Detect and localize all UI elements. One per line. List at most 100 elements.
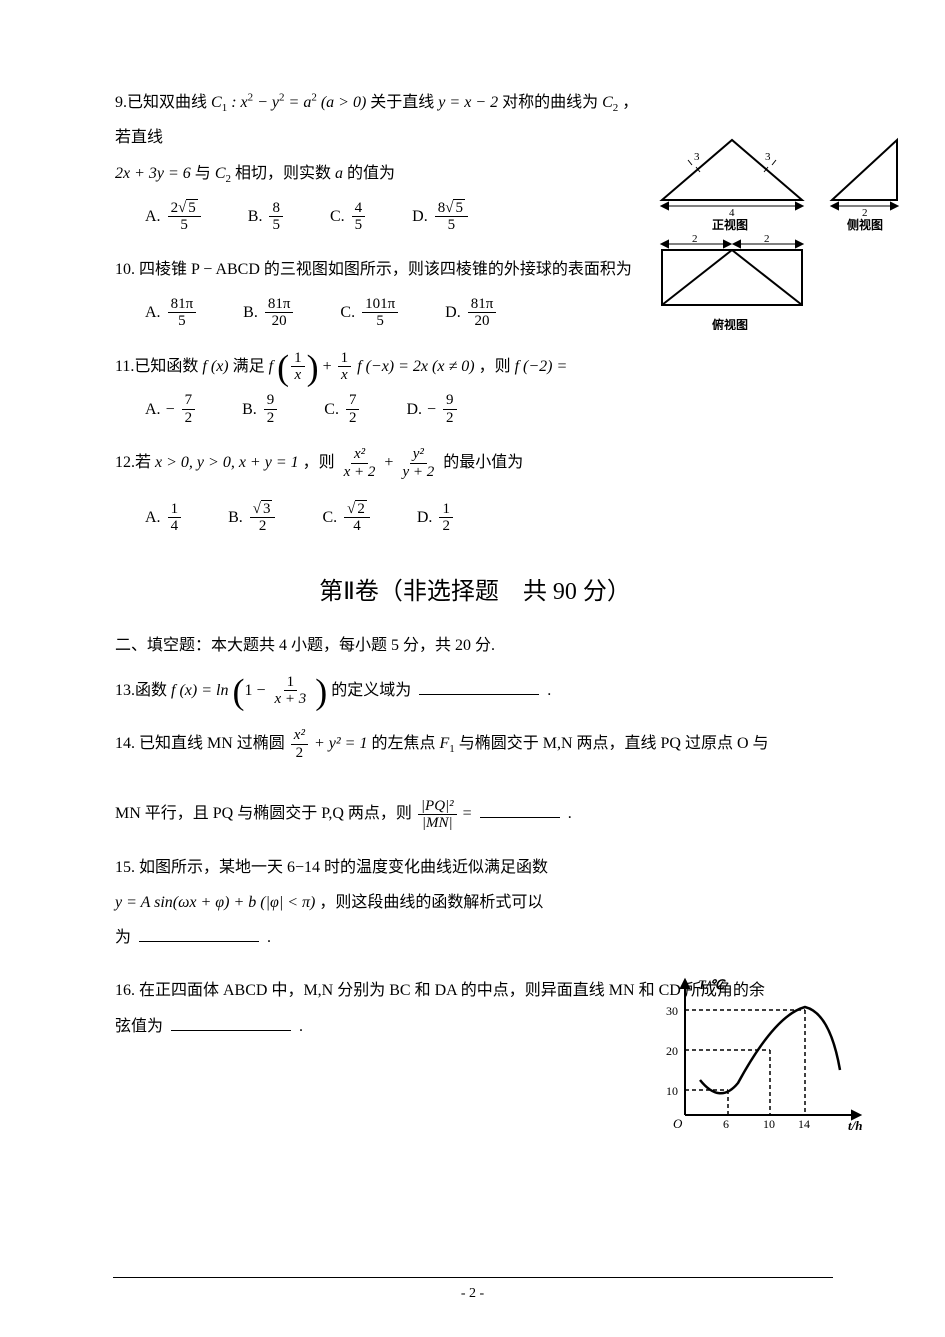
question-10: 10. 四棱锥 P − ABCD 的三视图如图所示，则该四棱锥的外接球的表面积为… xyxy=(115,252,645,330)
q12-cond: x > 0, y > 0, x + y = 1 xyxy=(155,454,299,471)
exam-page: 3 3 4 正视图 2 侧视图 xyxy=(0,0,945,1337)
q13-label: 13. xyxy=(115,682,135,699)
question-12: 12.若 x > 0, y > 0, x + y = 1 ，则 x²x + 2 … xyxy=(115,445,835,536)
q9-c2bsub: 2 xyxy=(225,173,231,185)
dim-2c: 2 xyxy=(764,233,770,245)
q14-f1sub: 1 xyxy=(449,743,455,755)
q14-eq: = xyxy=(463,805,476,822)
q12-option-b: B. √32 xyxy=(228,500,277,535)
y-10: 10 xyxy=(666,1084,678,1098)
page-footer: - 2 - xyxy=(0,1277,945,1302)
q15-line2: y = A sin(ωx + φ) + b (|φ| < π) xyxy=(115,894,315,911)
section-2-title: 第Ⅱ卷（非选择题 共 90 分） xyxy=(115,571,835,606)
q10-text: 四棱锥 P − ABCD 的三视图如图所示，则该四棱锥的外接球的表面积为 xyxy=(139,261,632,278)
q9-option-b: B. 85 xyxy=(248,199,285,234)
y-axis-label: T/℃ xyxy=(698,977,727,992)
q12-option-a: A. 14 xyxy=(145,500,183,535)
q10-option-d: D. 81π20 xyxy=(445,295,498,330)
q10-option-a: A. 81π5 xyxy=(145,295,198,330)
dim-2b: 2 xyxy=(692,233,698,245)
q13-end: . xyxy=(547,682,551,699)
q11-option-c: C. 72 xyxy=(324,392,361,427)
q15-p3: ，则这段曲线的函数解析式可以 xyxy=(319,894,543,911)
q16-p2: 弦值为 xyxy=(115,1018,163,1035)
q9-eq1c: = a xyxy=(285,94,312,111)
x-axis-label: t/h xyxy=(848,1118,862,1133)
q9-eq2: y = x − 2 xyxy=(438,94,498,111)
q9-eq1a: : x xyxy=(231,94,247,111)
q10-label: 10. xyxy=(115,261,135,278)
q14-plus: + y² = 1 xyxy=(314,735,368,752)
q15-line3: 为 xyxy=(115,929,131,946)
q15-label: 15. xyxy=(115,859,135,876)
top-view-label: 俯视图 xyxy=(712,317,748,330)
q13-p1: 函数 xyxy=(135,682,171,699)
q9-p1: 已知双曲线 xyxy=(127,94,207,111)
q12-plus: + xyxy=(384,454,397,471)
q14-l2p1: MN 平行，且 PQ 与椭圆交于 P,Q 两点，则 xyxy=(115,805,416,822)
question-14: 14. 已知直线 MN 过椭圆 x²2 + y² = 1 的左焦点 F1 与椭圆… xyxy=(115,726,835,832)
q9-a: a xyxy=(335,165,343,182)
q12-options: A. 14 B. √32 C. √24 D. 12 xyxy=(145,500,835,535)
q11-options: A. −72 B. 92 C. 72 D. −92 xyxy=(145,392,835,427)
section-2-sub: 二、填空题：本大题共 4 小题，每小题 5 分，共 20 分. xyxy=(115,631,835,655)
q9-c2: C xyxy=(602,94,613,111)
q11-fneg2: f (−2) = xyxy=(515,358,568,375)
dim-3b: 3 xyxy=(765,151,771,163)
q14-p2: 的左焦点 xyxy=(371,735,435,752)
q11-option-b: B. 92 xyxy=(242,392,279,427)
question-15: 15. 如图所示，某地一天 6−14 时的温度变化曲线近似满足函数 y = A … xyxy=(115,850,645,956)
q15-p1: 如图所示，某地一天 6−14 时的温度变化曲线近似满足函数 xyxy=(139,859,548,876)
q16-blank xyxy=(171,1015,291,1031)
q11-fx: f (x) xyxy=(202,358,228,375)
q12-p2: ，则 xyxy=(303,454,339,471)
q15-end: . xyxy=(267,929,271,946)
q11-p1: 已知函数 xyxy=(134,358,202,375)
q9-c1sub: 1 xyxy=(222,102,228,114)
q11-option-a: A. −72 xyxy=(145,392,197,427)
q14-end: . xyxy=(568,805,572,822)
question-11: 11.已知函数 f (x) 满足 f (1x) + 1x f (−x) = 2x… xyxy=(115,349,835,428)
q9-p2: 关于直线 xyxy=(370,94,434,111)
q13-p2: 的定义域为 xyxy=(331,682,411,699)
q9-option-a: A. 2√55 xyxy=(145,199,203,234)
q10-figure: 3 3 4 正视图 2 侧视图 xyxy=(652,130,912,335)
q11-fneg: f (−x) = 2x (x ≠ 0) xyxy=(357,358,474,375)
page-number: - 2 - xyxy=(461,1286,484,1301)
q11-plus: + xyxy=(323,358,336,375)
side-view-label: 侧视图 xyxy=(847,217,883,232)
q9-eq1b: − y xyxy=(253,94,279,111)
x-6: 6 xyxy=(723,1117,729,1131)
q9-c1: C xyxy=(211,94,222,111)
q9-option-d: D. 8√55 xyxy=(412,199,470,234)
q12-option-d: D. 12 xyxy=(417,500,455,535)
question-13: 13.函数 f (x) = ln (1 − 1x + 3 ) 的定义域为 . xyxy=(115,673,835,708)
q12-option-c: C. √24 xyxy=(322,500,371,535)
question-9: 9.已知双曲线 C1 : x2 − y2 = a2 (a > 0) 关于直线 y… xyxy=(115,85,645,234)
x-10: 10 xyxy=(763,1117,775,1131)
q14-f1: F xyxy=(439,735,449,752)
q13-fx: f (x) = ln xyxy=(171,682,228,699)
q12-label: 12. xyxy=(115,454,135,471)
dim-3a: 3 xyxy=(694,151,700,163)
q9-p3: 对称的曲线为 xyxy=(502,94,598,111)
q9-p6: 相切，则实数 xyxy=(235,165,331,182)
y-30: 30 xyxy=(666,1004,678,1018)
q10-option-b: B. 81π20 xyxy=(243,295,295,330)
q11-p2: 满足 xyxy=(233,358,269,375)
q11-f: f xyxy=(269,358,273,375)
q11-label: 11. xyxy=(115,358,134,375)
q9-c2b: C xyxy=(215,165,226,182)
q13-blank xyxy=(419,679,539,695)
q9-c2sub: 2 xyxy=(613,102,619,114)
q10-option-c: C. 101π5 xyxy=(340,295,400,330)
q14-label: 14. xyxy=(115,735,135,752)
front-view-label: 正视图 xyxy=(712,217,748,232)
q9-label: 9. xyxy=(115,94,127,111)
q9-p5: 与 xyxy=(195,165,211,182)
q14-blank xyxy=(480,802,560,818)
q9-eq1d: (a > 0) xyxy=(317,94,366,111)
q16-label: 16. xyxy=(115,982,135,999)
x-14: 14 xyxy=(798,1117,810,1131)
q12-p1: 若 xyxy=(135,454,155,471)
